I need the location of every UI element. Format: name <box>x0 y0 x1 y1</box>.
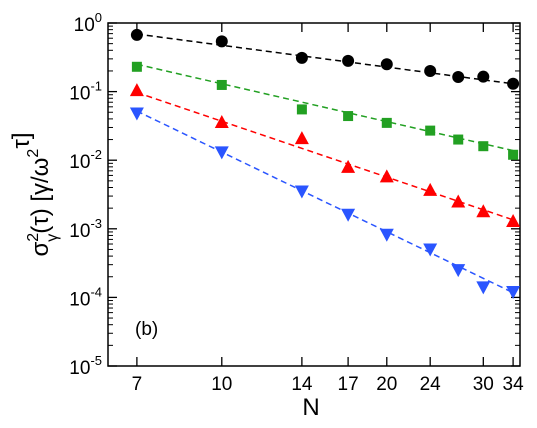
data-point <box>131 61 142 72</box>
data-point <box>476 204 491 218</box>
data-point <box>130 28 143 41</box>
data-point <box>425 125 436 136</box>
y-tick-label-base: 10 <box>69 84 90 105</box>
x-tick-label: 7 <box>132 374 143 395</box>
data-point <box>341 208 356 222</box>
data-point <box>452 71 465 84</box>
y-tick-label-base: 10 <box>69 221 90 242</box>
y-axis-title-base: τ] <box>8 133 35 149</box>
y-tick-label-base: 10 <box>74 15 95 36</box>
data-point <box>381 117 392 128</box>
data-point <box>129 83 144 97</box>
x-tick-label: 10 <box>211 374 232 395</box>
y-tick-label: 10-2 <box>69 147 102 173</box>
series-1 <box>130 28 520 90</box>
series-2 <box>131 61 519 160</box>
data-point <box>423 243 438 257</box>
x-tick-label: 14 <box>291 374 313 395</box>
y-tick-label: 10-3 <box>69 216 102 242</box>
data-point <box>294 185 309 199</box>
data-point <box>296 104 307 115</box>
y-axis-title-sup: 2 <box>25 149 42 158</box>
data-point <box>478 141 489 152</box>
data-point <box>215 35 228 48</box>
data-point <box>379 169 394 183</box>
fit-line <box>136 33 514 85</box>
x-tick-label: 17 <box>338 374 359 395</box>
y-axis-title: σ2 γ(τ) [γ/ω2τ] <box>8 133 61 257</box>
series-3 <box>129 83 521 227</box>
x-axis-title: N <box>302 394 319 421</box>
data-point <box>295 51 308 64</box>
y-axis-title-base: (τ) [γ/ω <box>27 158 54 234</box>
data-point <box>506 285 521 299</box>
data-point <box>294 131 309 145</box>
y-tick-label: 100 <box>74 10 102 36</box>
data-point <box>343 111 354 122</box>
data-point <box>129 107 144 121</box>
data-point <box>379 228 394 242</box>
y-tick-label-base: 10 <box>69 152 90 173</box>
fit-line <box>136 91 514 221</box>
y-tick-label-base: 10 <box>69 358 90 379</box>
x-tick-label: 20 <box>376 374 397 395</box>
y-tick-label-exponent: -1 <box>90 79 102 94</box>
x-tick-label: 24 <box>420 374 442 395</box>
y-tick-label: 10-4 <box>69 284 102 310</box>
data-point <box>216 79 227 90</box>
data-point <box>424 64 437 77</box>
y-tick-label: 10-5 <box>69 353 102 379</box>
data-point <box>508 149 519 160</box>
y-axis-title-sub: γ <box>44 234 61 242</box>
y-tick-label-exponent: -4 <box>90 284 102 299</box>
data-point <box>477 70 490 83</box>
y-tick-label: 10-1 <box>69 79 102 105</box>
x-tick-label: 34 <box>503 374 525 395</box>
data-point <box>507 77 520 90</box>
y-tick-label-exponent: -2 <box>90 147 102 162</box>
panel-label: (b) <box>135 319 158 340</box>
data-point <box>214 146 229 160</box>
y-axis-title-base: σ <box>27 242 54 257</box>
plot-frame <box>107 22 521 367</box>
data-point <box>214 115 229 129</box>
data-point <box>380 58 393 71</box>
series-4 <box>129 107 521 299</box>
x-axis-ticks <box>136 23 514 366</box>
y-tick-label-exponent: -5 <box>90 353 102 368</box>
data-point <box>451 194 466 208</box>
data-point <box>451 264 466 278</box>
y-tick-label-base: 10 <box>69 289 90 310</box>
x-tick-label: 30 <box>473 374 494 395</box>
y-tick-label-exponent: 0 <box>95 10 102 25</box>
y-axis-ticks <box>108 22 520 367</box>
fit-line <box>136 63 514 152</box>
y-tick-label-exponent: -3 <box>90 216 102 231</box>
data-point <box>342 54 355 67</box>
y-axis-title-sup: 2 <box>25 233 42 242</box>
data-point <box>476 281 491 295</box>
data-point <box>453 134 464 145</box>
data-point <box>423 182 438 196</box>
data-point <box>341 159 356 173</box>
data-point <box>506 213 521 227</box>
